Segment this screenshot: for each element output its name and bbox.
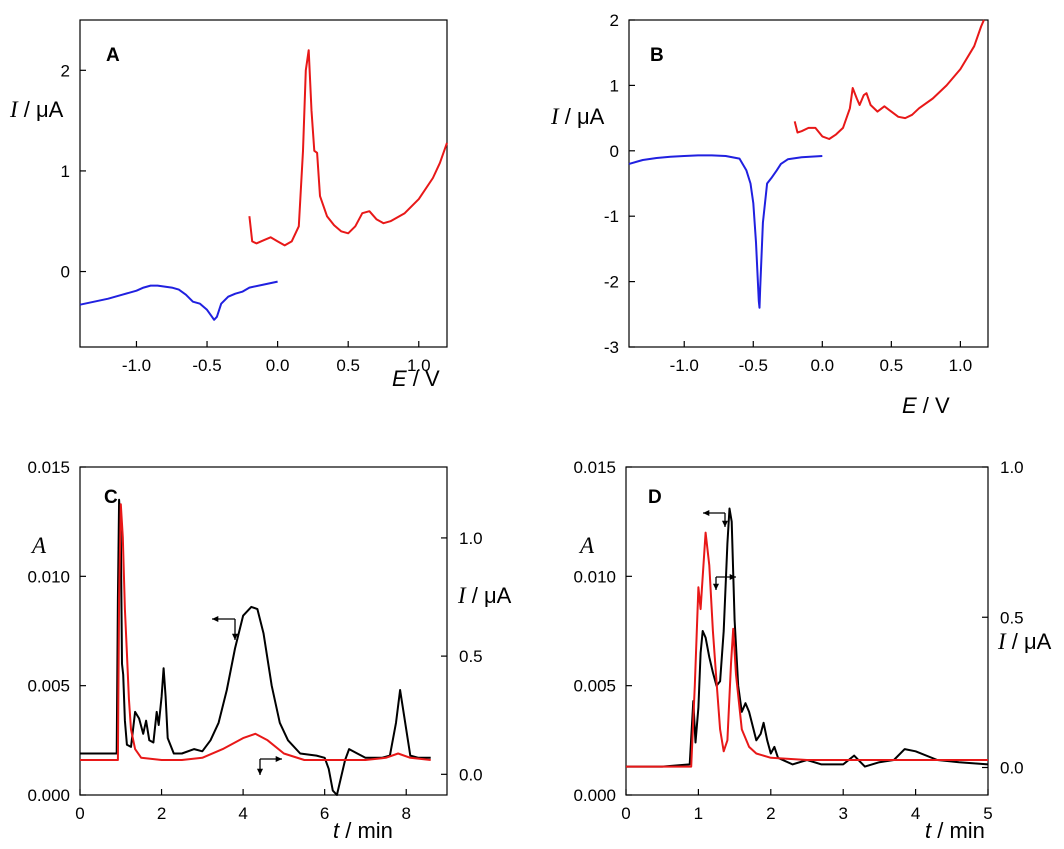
x-axis-title: t / min [333, 818, 393, 843]
y-axis-title-left: A [30, 533, 47, 558]
y-tick-label: 0.015 [573, 458, 616, 477]
y-tick-label: 2 [610, 11, 619, 30]
x-tick-label: 0 [75, 804, 84, 823]
x-tick-label: 1.0 [407, 356, 431, 375]
x-tick-label: 0.5 [880, 356, 904, 375]
arrow-left-axis-c-head [212, 615, 219, 623]
x-tick-label: 1 [694, 804, 703, 823]
x-tick-label: 0.5 [336, 356, 360, 375]
arrow-right-axis-c-head [275, 755, 282, 763]
x-tick-label: 2 [766, 804, 775, 823]
y-right-tick-label: 0.5 [1000, 608, 1024, 627]
x-tick-label: 8 [401, 804, 410, 823]
x-tick-label: 4 [911, 804, 920, 823]
series-line-2 [793, 19, 985, 140]
series-line-2 [80, 503, 431, 761]
x-axis-title: E / V [902, 393, 950, 418]
arrow-right-axis-c-down-head [256, 768, 264, 775]
series-line-1 [80, 498, 431, 796]
y-axis-title-right: I / μA [997, 629, 1052, 654]
panel-label: C [104, 487, 118, 508]
x-tick-label: 4 [238, 804, 247, 823]
y-tick-label: 0.005 [573, 677, 616, 696]
panel-d: 0 1 2 3 4 5 0.000 0.005 0.010 0.015 0.0 0.5 1.0 D A I /… [573, 458, 1051, 843]
arrow-left-axis-d-down-head [721, 520, 729, 527]
arrow-right-axis-d-head [729, 573, 736, 581]
y-right-tick-label: 1.0 [459, 529, 483, 548]
x-tick-label: 6 [320, 804, 329, 823]
y-right-tick-label: 0.5 [459, 647, 483, 666]
series-line-1 [79, 280, 278, 321]
x-tick-label: 0.0 [810, 356, 834, 375]
y-right-tick-label: 1.0 [1000, 458, 1024, 477]
plot-frame [625, 466, 989, 796]
x-tick-label: 0 [621, 804, 630, 823]
series-line-2 [248, 49, 448, 247]
y-tick-label: 0 [610, 142, 619, 161]
arrow-left-axis-d-head [703, 509, 710, 517]
y-tick-label: 1 [610, 76, 619, 95]
x-axis-title: E / V [392, 366, 440, 391]
y-tick-label: 0.000 [573, 786, 616, 805]
y-tick-label: 0.005 [27, 677, 70, 696]
y-tick-label: 0 [61, 263, 70, 282]
y-tick-label: 2 [61, 61, 70, 80]
x-tick-label: -0.5 [739, 356, 768, 375]
x-tick-label: 0.0 [266, 356, 290, 375]
y-right-tick-label: 0.0 [1000, 759, 1024, 778]
panel-label: A [106, 45, 120, 66]
x-axis-title: t / min [925, 818, 985, 843]
y-tick-label: -2 [604, 273, 619, 292]
x-tick-label: 2 [157, 804, 166, 823]
x-tick-label: 1.0 [949, 356, 973, 375]
y-right-tick-label: 0.0 [459, 765, 483, 784]
panel-c: 0 2 4 6 8 0.000 0.005 0.010 0.015 0.0 0.5 1.0 C A I / … [27, 458, 511, 843]
x-tick-label: -1.0 [122, 356, 151, 375]
plot-frame [79, 19, 448, 348]
plot-frame [79, 466, 448, 796]
plot-frame [628, 19, 989, 348]
y-tick-label: 0.015 [27, 458, 70, 477]
y-tick-label: -1 [604, 207, 619, 226]
y-tick-label: 0.010 [573, 567, 616, 586]
x-tick-label: 3 [838, 804, 847, 823]
panel-label: D [648, 487, 662, 508]
y-axis-title-right: I / μA [457, 583, 512, 608]
series-line-2 [626, 531, 988, 768]
y-axis-title-left: A [578, 533, 595, 558]
x-tick-label: 5 [983, 804, 992, 823]
panel-label: B [650, 45, 664, 66]
y-tick-label: 1 [61, 162, 70, 181]
arrow-left-axis-c-down-head [231, 633, 239, 640]
panel-a: -1.0 -0.5 0.0 0.5 1.0 0 1 2 A I / μA E / V [9, 19, 448, 391]
y-axis-title: I / μA [550, 104, 605, 129]
series-line-1 [626, 507, 989, 768]
y-axis-title: I / μA [9, 97, 64, 122]
series-line-1 [628, 154, 823, 309]
y-tick-label: 0.000 [27, 786, 70, 805]
panel-b: -1.0 -0.5 0.0 0.5 1.0 -3 -2 -1 0 1 2 B I / μA E / V [550, 11, 989, 418]
x-tick-label: -0.5 [192, 356, 221, 375]
y-tick-label: 0.010 [27, 567, 70, 586]
x-tick-label: -1.0 [670, 356, 699, 375]
y-tick-label: -3 [604, 338, 619, 357]
arrow-right-axis-d-down-head [712, 583, 720, 590]
